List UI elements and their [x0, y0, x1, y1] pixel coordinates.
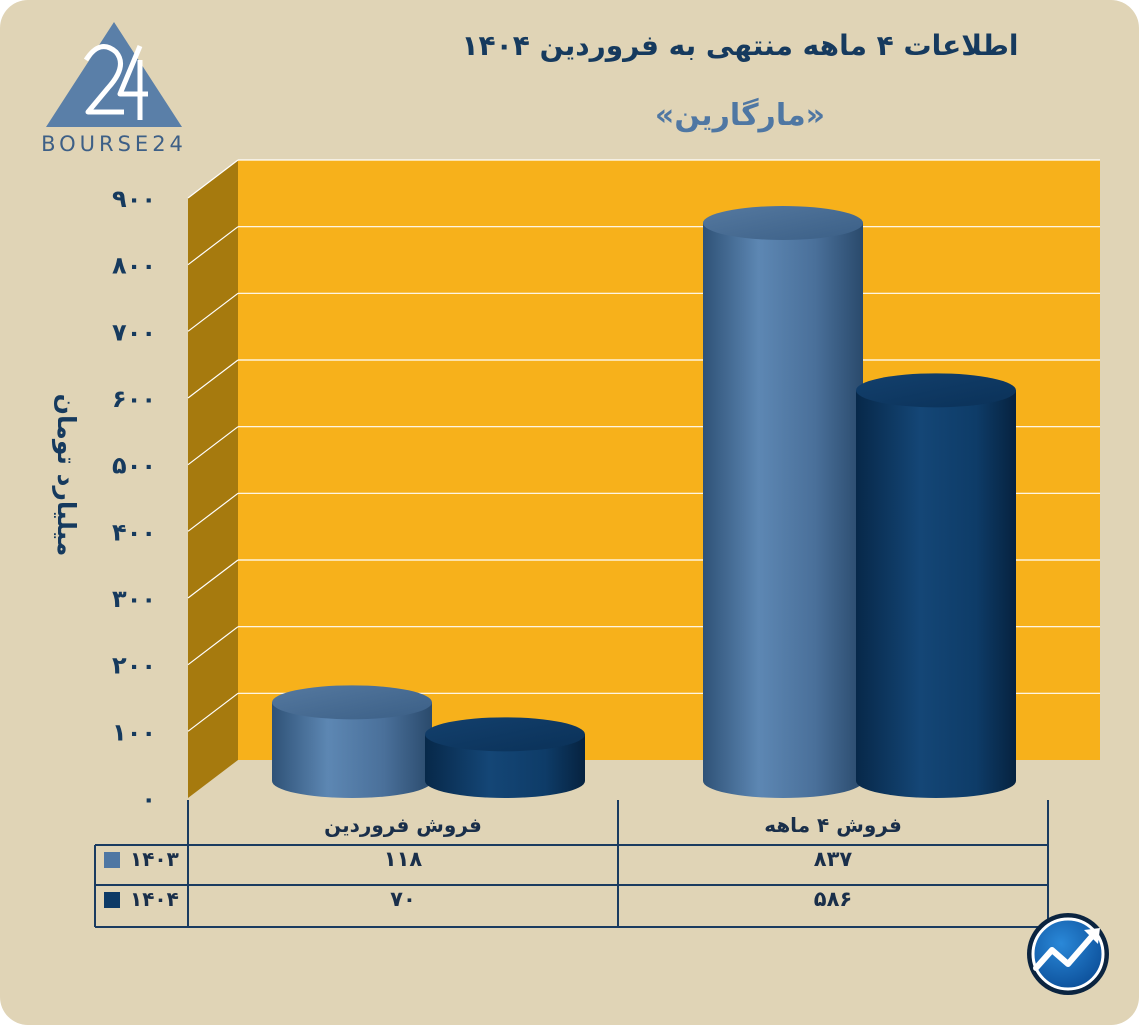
bar-top	[703, 206, 863, 240]
logo-digit-two	[83, 44, 124, 115]
gridline-side	[187, 292, 239, 332]
chart-title: اطلاعات ۴ ماهه منتهی به فروردین ۱۴۰۴	[461, 29, 1018, 62]
y-tick-labels: ۰ ۱۰۰ ۲۰۰ ۳۰۰ ۴۰۰ ۵۰۰ ۶۰۰ ۷۰۰ ۸۰۰ ۹۰۰	[112, 185, 156, 813]
y-axis-label: میلیارد تومان	[51, 394, 81, 557]
arrow-head-icon	[1084, 928, 1100, 944]
gridline-side	[187, 359, 239, 399]
gridline-side	[187, 492, 239, 532]
bar	[272, 685, 432, 798]
logo-digit-four	[117, 45, 148, 120]
table-value: ۱۱۸	[384, 847, 423, 871]
badge-circle	[1031, 917, 1105, 991]
side-wall	[188, 160, 238, 798]
data-table: فروش فروردین فروش ۴ ماهه ۱۴۰۳ ۱۱۸ ۸۳۷ ۱۴۰۴ ۷۰ ۵…	[94, 800, 1049, 928]
bar	[703, 206, 863, 798]
bar-top	[856, 373, 1016, 408]
bar	[425, 717, 585, 798]
y-tick-label: ۸۰۰	[112, 252, 156, 280]
legend-label: ۱۴۰۴	[130, 887, 179, 911]
bar-top	[272, 685, 432, 720]
bourse24-logo: BOURSE24	[41, 22, 187, 156]
legend-label: ۱۴۰۳	[130, 847, 179, 871]
bar-body	[272, 702, 432, 798]
bar-top	[425, 717, 585, 752]
bar-body	[703, 223, 863, 798]
legend-swatch	[104, 852, 120, 868]
y-tick-label: ۲۰۰	[112, 652, 156, 680]
bars	[272, 206, 1016, 798]
logo-triangle	[46, 22, 182, 127]
chart-subtitle: «مارگارین»	[655, 97, 825, 133]
y-tick-label: ۴۰۰	[112, 518, 156, 546]
gridline-side	[187, 159, 239, 199]
bar-body	[425, 734, 585, 798]
legend-swatch	[104, 892, 120, 908]
y-tick-label: ۹۰۰	[112, 185, 156, 213]
gridline-side	[187, 692, 239, 732]
bar-body	[856, 390, 1016, 798]
gridline-side	[187, 626, 239, 666]
table-value: ۷۰	[390, 887, 416, 911]
y-tick-label: ۰	[141, 785, 156, 813]
gridline-side	[187, 226, 239, 266]
y-tick-label: ۷۰۰	[112, 318, 156, 346]
gridline-side	[187, 559, 239, 599]
trend-badge	[1027, 913, 1109, 995]
category-label: فروش فروردین	[324, 813, 482, 837]
y-tick-label: ۱۰۰	[112, 718, 156, 746]
y-tick-label: ۵۰۰	[112, 452, 156, 480]
gridline-side	[187, 426, 239, 466]
category-label: فروش ۴ ماهه	[764, 813, 902, 837]
logo-text: BOURSE24	[41, 132, 187, 156]
table-value: ۸۳۷	[814, 847, 853, 871]
table-value: ۵۸۶	[814, 887, 852, 911]
bar	[856, 373, 1016, 798]
y-tick-label: ۶۰۰	[112, 385, 156, 413]
trend-arrow-icon	[1033, 931, 1097, 971]
y-tick-label: ۳۰۰	[112, 585, 156, 613]
